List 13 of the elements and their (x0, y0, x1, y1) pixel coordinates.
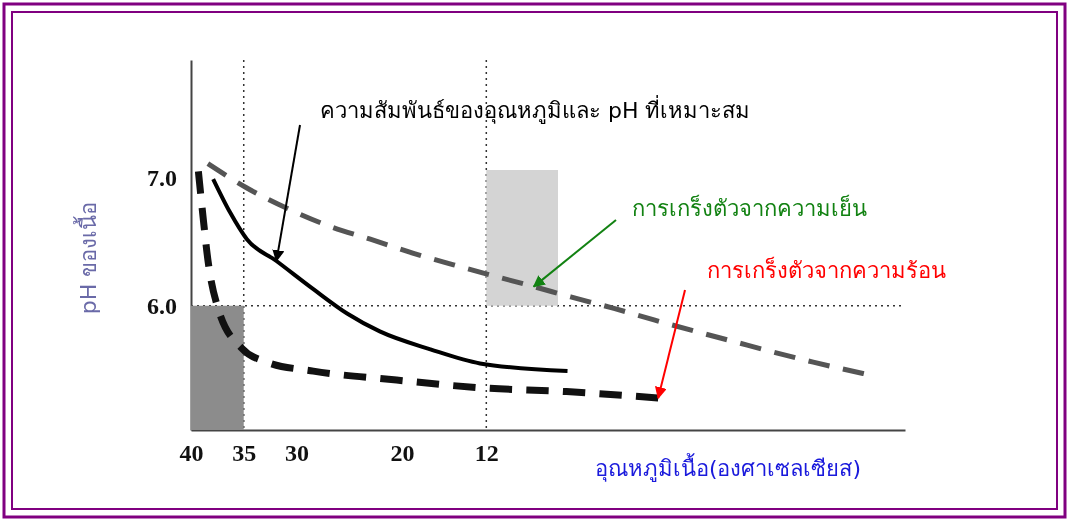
y-tick-label: 6.0 (147, 292, 177, 319)
x-tick-label: 20 (390, 440, 415, 467)
x-axis-title: อุณหภูมิเนื้อ(องศาเซลเซียส) (594, 453, 862, 482)
annotation: ความสัมพันธ์ของอุณหภูมิและ pH ที่เหมาะสม (320, 95, 751, 124)
x-tick-label: 35 (232, 440, 257, 467)
x-tick-label: 12 (474, 440, 499, 467)
x-tick-label: 30 (284, 440, 309, 467)
y-axis-title: pH ของเนื้อ (73, 201, 101, 315)
annotation: การเกร็งตัวจากความเย็น (632, 194, 867, 221)
x-tick-label: 40 (179, 440, 204, 467)
y-tick-label: 7.0 (147, 164, 177, 191)
annotation: การเกร็งตัวจากความร้อน (707, 256, 946, 283)
line-series (211, 177, 570, 374)
